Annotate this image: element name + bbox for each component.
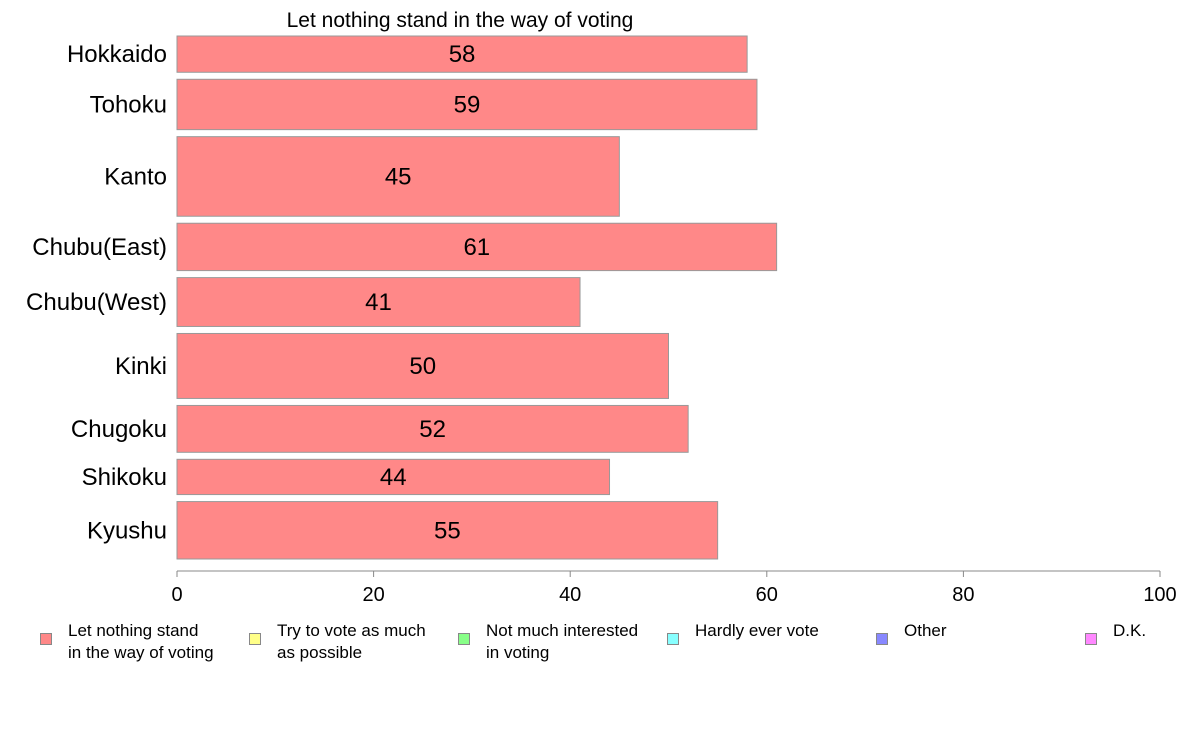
legend-label: Try to vote as much as possible: [277, 620, 426, 664]
bar-value-label: 55: [434, 517, 461, 544]
bar-value-label: 58: [449, 41, 476, 68]
legend-swatch: [876, 633, 888, 645]
legend-label: Other: [904, 620, 947, 642]
bar-value-label: 41: [365, 289, 392, 316]
category-label: Tohoku: [90, 91, 167, 118]
x-tick-label: 80: [952, 584, 974, 606]
x-axis: 0 20 40 60 80 100: [171, 571, 1176, 606]
bar-value-label: 61: [463, 234, 490, 261]
x-tick-label: 100: [1143, 584, 1176, 606]
category-label: Kyushu: [87, 517, 167, 544]
bar-chart: Let nothing stand in the way of voting 5…: [0, 0, 1188, 610]
category-label: Hokkaido: [67, 41, 167, 68]
category-label: Kanto: [104, 163, 167, 190]
legend-item: Let nothing stand in the way of voting: [40, 620, 214, 664]
legend: Let nothing stand in the way of voting T…: [40, 620, 1180, 680]
legend-label: D.K.: [1113, 620, 1146, 642]
x-tick-label: 60: [756, 584, 778, 606]
legend-label: Hardly ever vote: [695, 620, 819, 642]
legend-swatch: [40, 633, 52, 645]
bar-value-label: 52: [419, 416, 446, 443]
bar-value-label: 44: [380, 464, 407, 491]
legend-item: D.K.: [1085, 620, 1146, 645]
legend-item: Try to vote as much as possible: [249, 620, 426, 664]
category-label: Kinki: [115, 353, 167, 380]
legend-item: Other: [876, 620, 947, 645]
legend-label: Let nothing stand in the way of voting: [68, 620, 214, 664]
x-tick-label: 0: [171, 584, 182, 606]
x-tick-label: 40: [559, 584, 581, 606]
legend-swatch: [249, 633, 261, 645]
bar-value-label: 59: [454, 91, 481, 118]
chart-title: Let nothing stand in the way of voting: [287, 9, 634, 32]
category-label: Chubu(West): [26, 289, 167, 316]
legend-item: Not much interested in voting: [458, 620, 638, 664]
legend-swatch: [458, 633, 470, 645]
legend-swatch: [1085, 633, 1097, 645]
legend-item: Hardly ever vote: [667, 620, 819, 645]
bars-group: 58 Hokkaido 59 Tohoku 45 Kanto 61 Chubu(East) 41…: [26, 36, 777, 559]
category-label: Shikoku: [82, 464, 167, 491]
bar-value-label: 45: [385, 163, 412, 190]
category-label: Chubu(East): [32, 234, 167, 261]
x-tick-label: 20: [362, 584, 384, 606]
legend-swatch: [667, 633, 679, 645]
category-label: Chugoku: [71, 416, 167, 443]
bar-value-label: 50: [409, 353, 436, 380]
legend-label: Not much interested in voting: [486, 620, 638, 664]
